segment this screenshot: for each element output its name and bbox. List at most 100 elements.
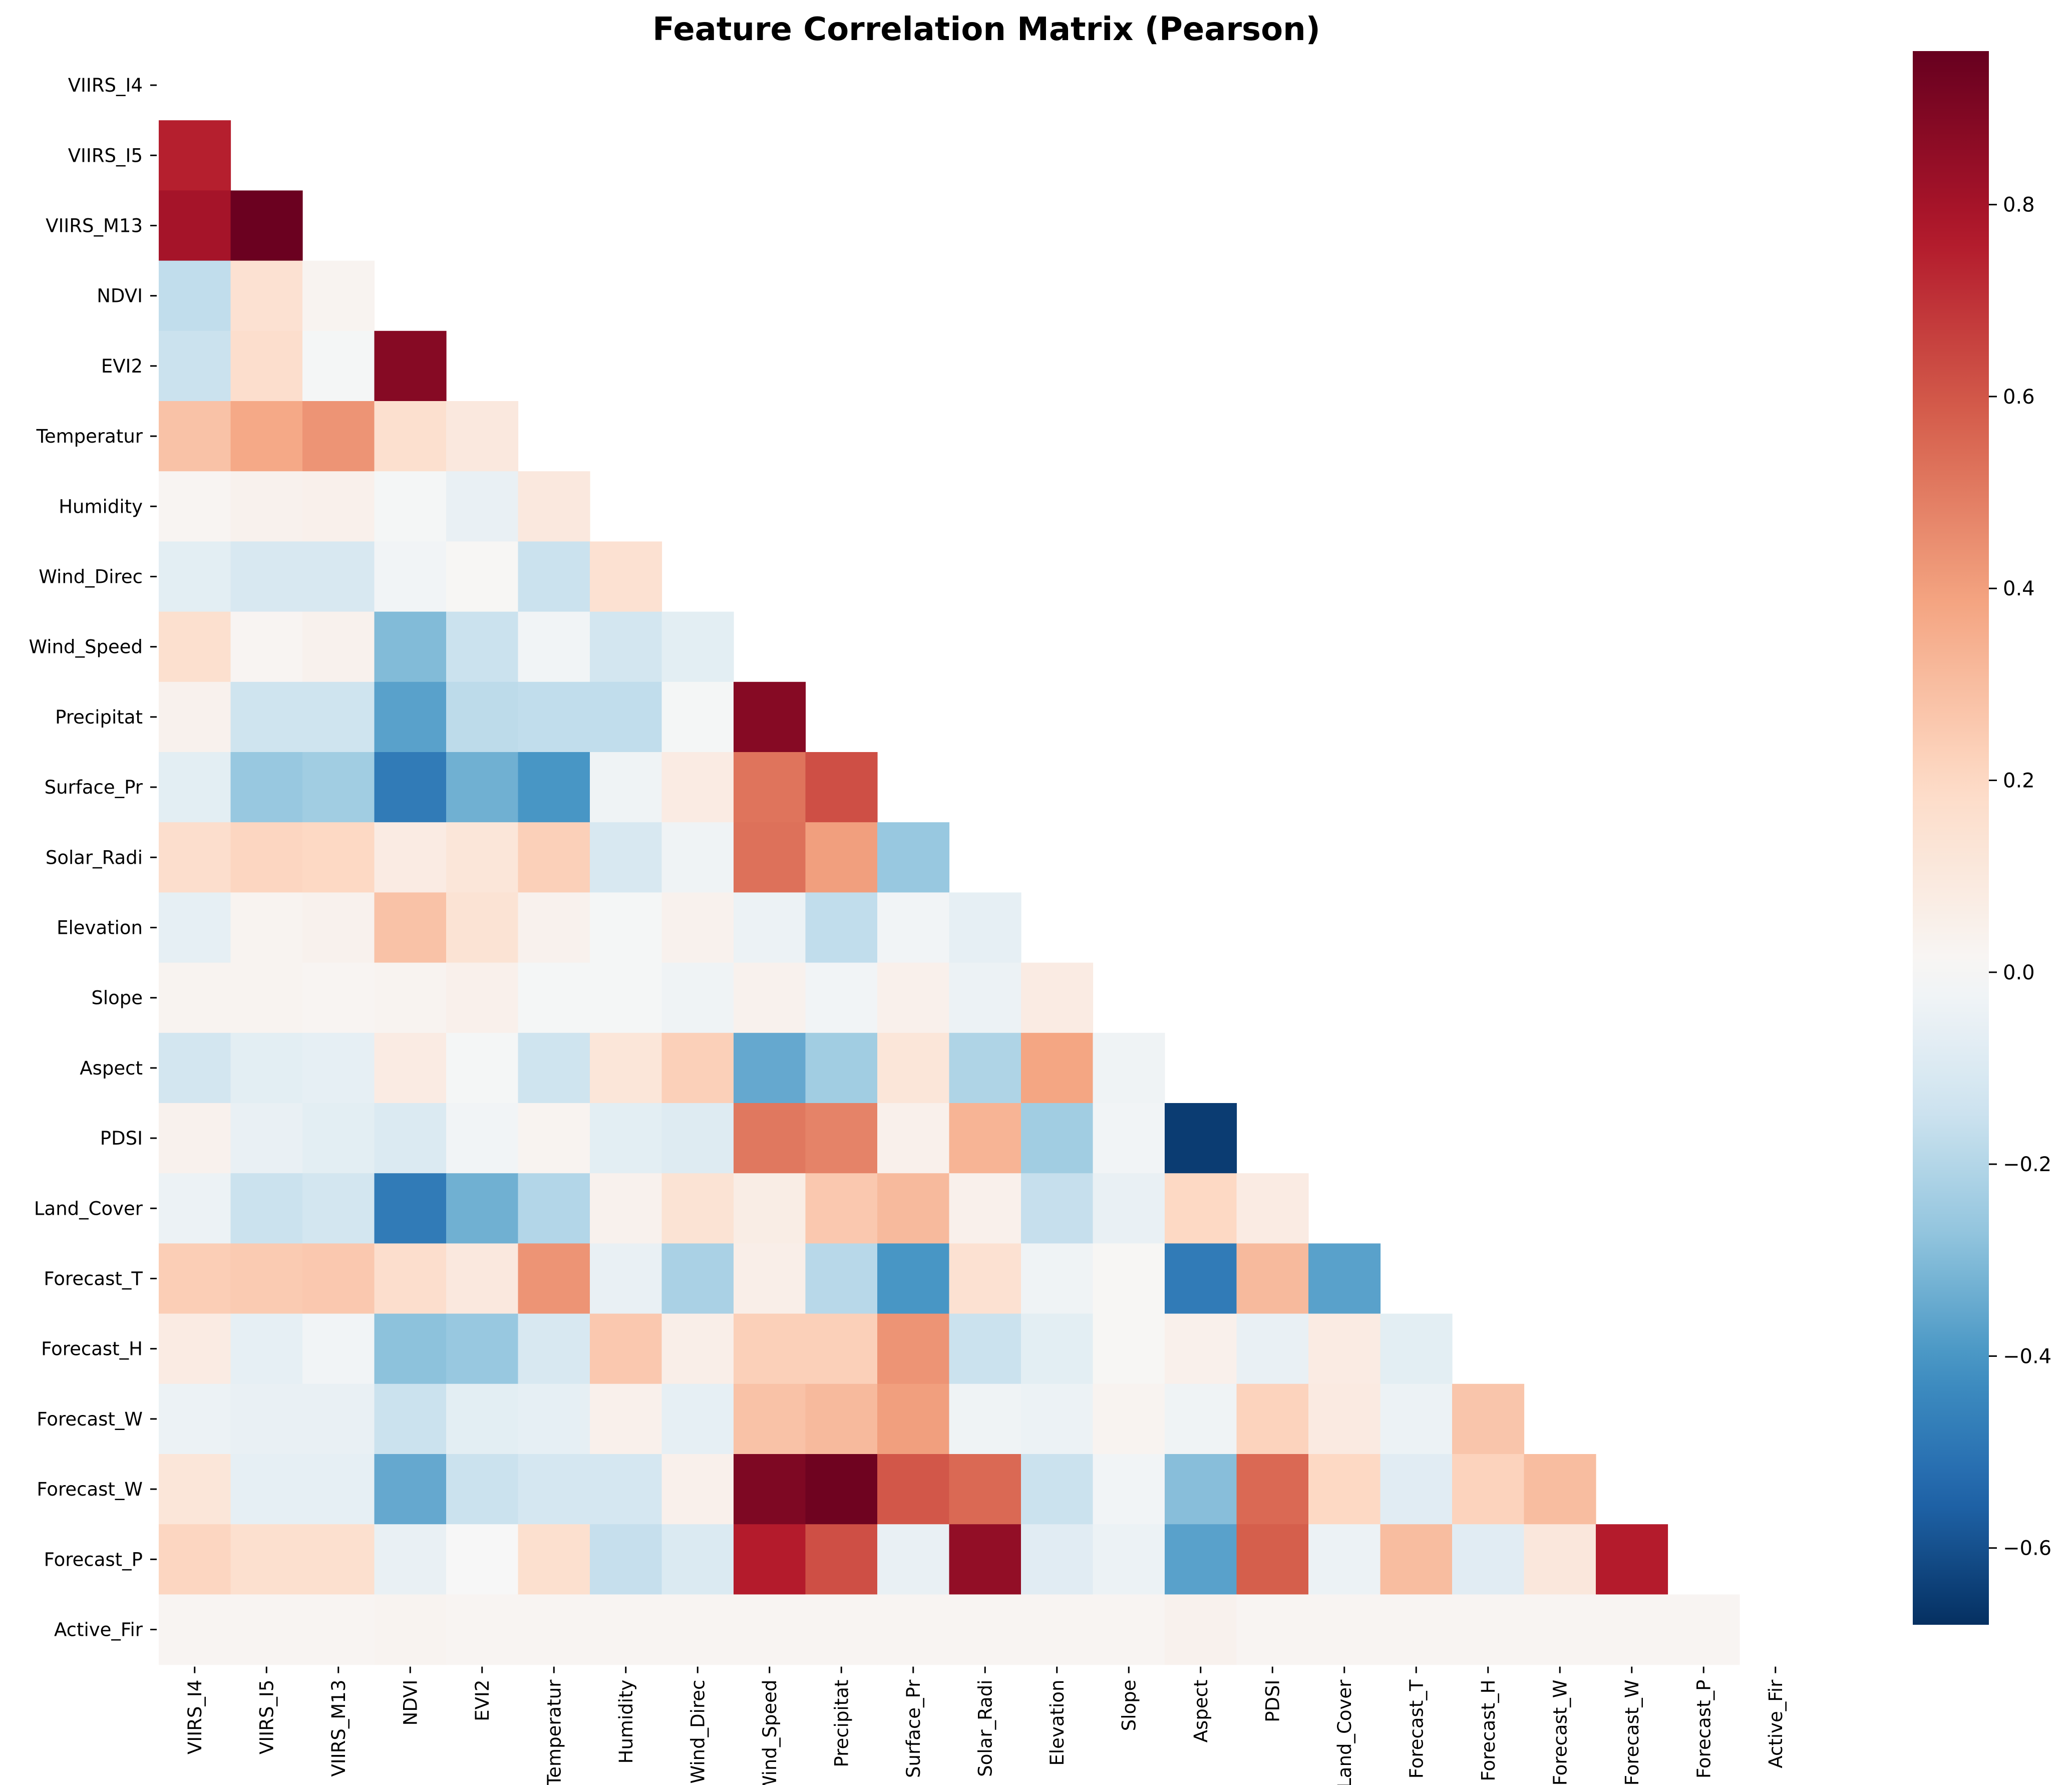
heatmap-cell <box>159 822 231 893</box>
heatmap-cell <box>518 541 590 612</box>
heatmap-cell <box>590 1103 662 1174</box>
heatmap-cell <box>302 1032 375 1104</box>
heatmap-cell <box>590 892 662 963</box>
column-label: Forecast_T <box>1406 1679 1427 1778</box>
heatmap-cell <box>1380 1383 1453 1455</box>
heatmap-cell <box>805 1524 878 1595</box>
heatmap-cell <box>230 190 303 261</box>
heatmap-cell <box>949 1313 1021 1384</box>
column-label: Forecast_W <box>1549 1680 1571 1785</box>
heatmap-cell <box>159 752 231 823</box>
column-label: VIIRS_I4 <box>184 1680 206 1754</box>
chart-title: Feature Correlation Matrix (Pearson) <box>652 11 1320 48</box>
heatmap-cell <box>1165 1454 1237 1525</box>
row-label: Precipitat <box>55 706 143 728</box>
heatmap-cell <box>590 752 662 823</box>
heatmap-cell <box>446 1243 519 1314</box>
heatmap-cell <box>949 1103 1021 1174</box>
heatmap-cell <box>446 1103 519 1174</box>
row-label: Active_Fir <box>54 1619 143 1641</box>
heatmap-cell <box>518 681 590 753</box>
heatmap-cell <box>734 1313 806 1384</box>
heatmap-cell <box>661 1524 734 1595</box>
heatmap-cell <box>734 1173 806 1244</box>
heatmap-cell <box>805 822 878 893</box>
heatmap-cell <box>446 401 519 472</box>
heatmap-cell <box>734 1594 806 1665</box>
heatmap-cell <box>446 822 519 893</box>
heatmap-cell <box>1093 1454 1165 1525</box>
heatmap-cell <box>230 471 303 542</box>
heatmap-cell <box>1093 1383 1165 1455</box>
row-label: VIIRS_M13 <box>46 215 143 237</box>
heatmap-cell <box>446 471 519 542</box>
heatmap-cell <box>734 1103 806 1174</box>
heatmap-cell <box>590 962 662 1033</box>
colorbar-tick-label: 0.0 <box>2003 961 2035 984</box>
heatmap-cell <box>1021 1524 1094 1595</box>
column-label: NDVI <box>400 1680 421 1726</box>
heatmap-cell <box>159 892 231 963</box>
heatmap-cell <box>877 1383 950 1455</box>
heatmap-cell <box>1021 1313 1094 1384</box>
heatmap-cell <box>518 1594 590 1665</box>
heatmap-cell <box>877 1524 950 1595</box>
heatmap-cell <box>1165 1173 1237 1244</box>
column-label: Wind_Direc <box>687 1680 709 1784</box>
heatmap-cell <box>949 1454 1021 1525</box>
heatmap-cell <box>1021 962 1094 1033</box>
heatmap-cell <box>949 892 1021 963</box>
heatmap-cell <box>1308 1243 1381 1314</box>
heatmap-cell <box>590 541 662 612</box>
heatmap-cell <box>230 1032 303 1104</box>
row-label: Solar_Radi <box>46 847 143 868</box>
heatmap-cell <box>159 1103 231 1174</box>
column-label: Solar_Radi <box>974 1680 996 1777</box>
heatmap-cell <box>446 1032 519 1104</box>
row-label: Aspect <box>80 1057 143 1079</box>
heatmap-cell <box>1093 1524 1165 1595</box>
heatmap-cell <box>590 611 662 682</box>
heatmap-cell <box>1452 1454 1525 1525</box>
heatmap-cell <box>590 822 662 893</box>
heatmap-cell <box>374 1383 447 1455</box>
heatmap-cell <box>446 611 519 682</box>
heatmap-cell <box>302 1313 375 1384</box>
colorbar-tick-label: −0.4 <box>2003 1345 2051 1368</box>
heatmap-cell <box>230 681 303 753</box>
heatmap-cell <box>374 1313 447 1384</box>
heatmap-cell <box>1236 1313 1309 1384</box>
heatmap-cell <box>159 330 231 402</box>
heatmap-cell <box>661 822 734 893</box>
heatmap-cell <box>159 1524 231 1595</box>
heatmap-cell <box>230 1524 303 1595</box>
heatmap-cell <box>1308 1383 1381 1455</box>
heatmap-cell <box>159 1454 231 1525</box>
heatmap-cell <box>590 1173 662 1244</box>
heatmap-cell <box>518 611 590 682</box>
heatmap-cell <box>230 752 303 823</box>
heatmap-cell <box>590 1524 662 1595</box>
heatmap-cell <box>230 962 303 1033</box>
heatmap-cell <box>877 1243 950 1314</box>
heatmap-cell <box>302 611 375 682</box>
row-label: NDVI <box>97 285 143 307</box>
column-label: Precipitat <box>831 1680 852 1767</box>
heatmap-cell <box>1236 1594 1309 1665</box>
column-label: Land_Cover <box>1334 1679 1355 1785</box>
heatmap-cell <box>302 1383 375 1455</box>
heatmap-cell <box>302 681 375 753</box>
heatmap-cell <box>230 541 303 612</box>
heatmap-cell <box>1452 1524 1525 1595</box>
heatmap-cell <box>661 1243 734 1314</box>
heatmap-cell <box>877 1173 950 1244</box>
heatmap-cell <box>590 1383 662 1455</box>
heatmap-cell <box>302 892 375 963</box>
heatmap-cell <box>374 471 447 542</box>
heatmap-cell <box>805 752 878 823</box>
row-label: Wind_Direc <box>39 566 143 588</box>
row-label: EVI2 <box>101 355 143 377</box>
row-label: Surface_Pr <box>45 777 143 798</box>
heatmap-cell <box>805 1454 878 1525</box>
